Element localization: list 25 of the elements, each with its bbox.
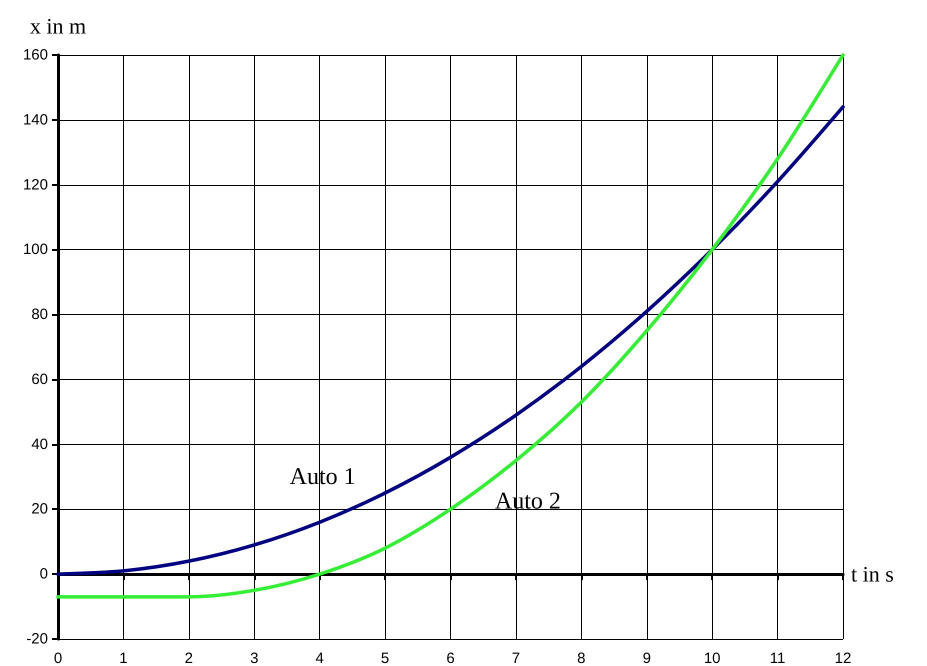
x-tick-label: 2 — [184, 650, 194, 666]
y-tick-label: 60 — [31, 370, 48, 388]
y-axis-title: x in m — [30, 14, 86, 38]
x-tick-label: 6 — [446, 650, 455, 666]
y-tick-label: 100 — [22, 241, 48, 258]
y-tick-label: 160 — [22, 46, 48, 64]
x-tick-label: 0 — [54, 650, 62, 666]
x-axis-title: t in s — [851, 562, 894, 587]
x-tick-label: 12 — [834, 650, 852, 666]
x-tick-label: 5 — [380, 650, 390, 666]
x-tick-label: 10 — [704, 650, 721, 666]
y-tick-label: 0 — [40, 566, 48, 583]
y-tick-label: 40 — [31, 436, 48, 453]
y-tick-label: 20 — [31, 500, 48, 518]
x-tick-label: 9 — [642, 650, 651, 666]
y-tick-label: 120 — [22, 176, 48, 194]
x-tick-label: 3 — [250, 650, 258, 666]
y-tick-label: 80 — [31, 306, 48, 324]
x-tick-label: 1 — [119, 650, 128, 666]
x-tick-label: 11 — [770, 650, 786, 666]
x-tick-label: 7 — [512, 650, 520, 666]
x-tick-label: 8 — [577, 650, 586, 666]
y-tick-label: -20 — [26, 630, 48, 648]
y-tick-label: 140 — [22, 111, 48, 128]
x-tick-label: 4 — [315, 650, 324, 666]
